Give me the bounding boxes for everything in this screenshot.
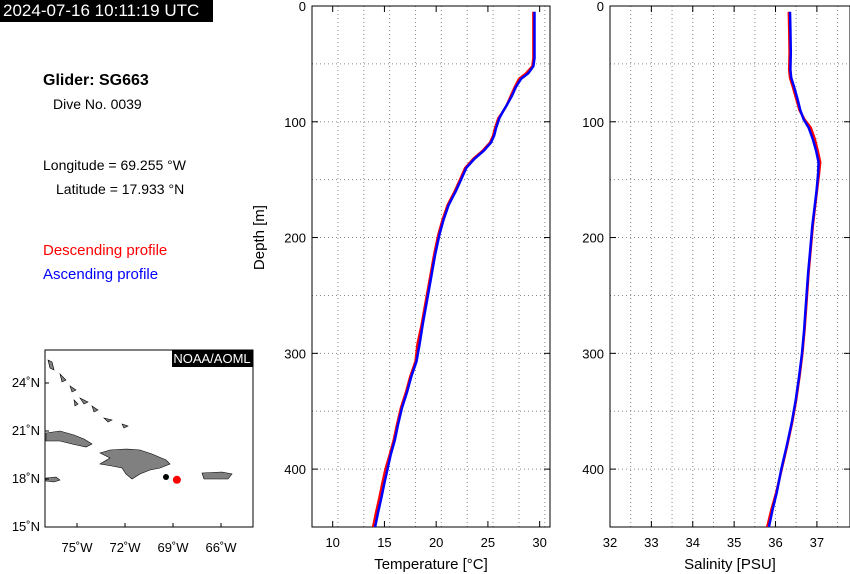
legend-ascending: Ascending profile	[43, 266, 159, 283]
ascending-profile-line	[373, 11, 536, 527]
x-tick-label: 35	[727, 535, 741, 550]
land-bahamas	[47, 359, 129, 429]
land-hispaniola	[99, 448, 171, 480]
location-map: 24˚N 21˚N 18˚N 15˚N 75˚W 72˚W 69˚W 66˚W …	[12, 349, 254, 555]
temperature-chart: 0 100 200 300 400 10 15 20 25 30 Temperature [°C] D…	[251, 0, 551, 573]
legend-descending: Descending profile	[43, 242, 168, 259]
plot-frame	[609, 5, 850, 528]
y-tick-label: 0	[299, 0, 306, 14]
salinity-chart: 0 100 200 300 400 32 33 34 35 36 37 Salinity [PSU]	[582, 0, 850, 573]
y-tick-label: 200	[582, 231, 604, 246]
x-tick-label: 32	[603, 535, 617, 550]
y-tick-label: 300	[284, 346, 306, 361]
y-tick-label: 0	[597, 0, 604, 14]
map-ticks	[45, 382, 222, 528]
x-axis-label: Temperature [°C]	[374, 556, 488, 573]
x-tick-label: 15	[377, 535, 391, 550]
land-cuba	[45, 430, 93, 448]
map-lat-tick: 24˚N	[12, 375, 40, 390]
map-lat-tick: 15˚N	[12, 519, 40, 534]
y-tick-label: 400	[284, 462, 306, 477]
x-tick-label: 25	[481, 535, 495, 550]
descending-profile-line	[371, 11, 535, 527]
x-axis-label: Salinity [PSU]	[684, 556, 776, 573]
x-tick-label: 30	[532, 535, 546, 550]
x-tick-label: 36	[768, 535, 782, 550]
y-tick-label: 100	[284, 115, 306, 130]
x-tick-label: 20	[429, 535, 443, 550]
plot-frame	[311, 5, 551, 528]
map-lon-tick: 75˚W	[61, 540, 93, 555]
x-tick-label: 37	[810, 535, 824, 550]
map-lon-tick: 69˚W	[157, 540, 189, 555]
y-tick-label: 300	[582, 346, 604, 361]
glider-position-marker	[172, 475, 181, 484]
glider-title: Glider: SG663	[43, 72, 149, 89]
y-axis-label: Depth [m]	[251, 205, 268, 270]
ascending-profile-line	[767, 11, 820, 527]
land-puerto-rico	[201, 471, 233, 480]
map-credit: NOAA/AOML	[173, 351, 250, 366]
glider-track-marker	[163, 474, 169, 480]
land-jamaica	[45, 476, 61, 483]
map-lon-tick: 66˚W	[205, 540, 237, 555]
dive-number: Dive No. 0039	[53, 96, 142, 112]
map-land	[45, 359, 233, 483]
x-tick-label: 34	[686, 535, 700, 550]
longitude-readout: Longitude = 69.255 °W	[43, 157, 186, 173]
grid	[312, 6, 550, 527]
y-tick-label: 400	[582, 462, 604, 477]
timestamp-banner: 2024-07-16 10:11:19 UTC	[0, 0, 213, 22]
y-tick-label: 100	[582, 115, 604, 130]
map-lon-tick: 72˚W	[109, 540, 141, 555]
grid	[610, 6, 850, 527]
latitude-readout: Latitude = 17.933 °N	[56, 181, 185, 197]
x-tick-label: 33	[644, 535, 658, 550]
y-tick-label: 200	[284, 231, 306, 246]
map-credit-badge	[172, 350, 253, 367]
map-lat-tick: 18˚N	[12, 471, 40, 486]
x-tick-label: 10	[325, 535, 339, 550]
map-lat-tick: 21˚N	[12, 423, 40, 438]
